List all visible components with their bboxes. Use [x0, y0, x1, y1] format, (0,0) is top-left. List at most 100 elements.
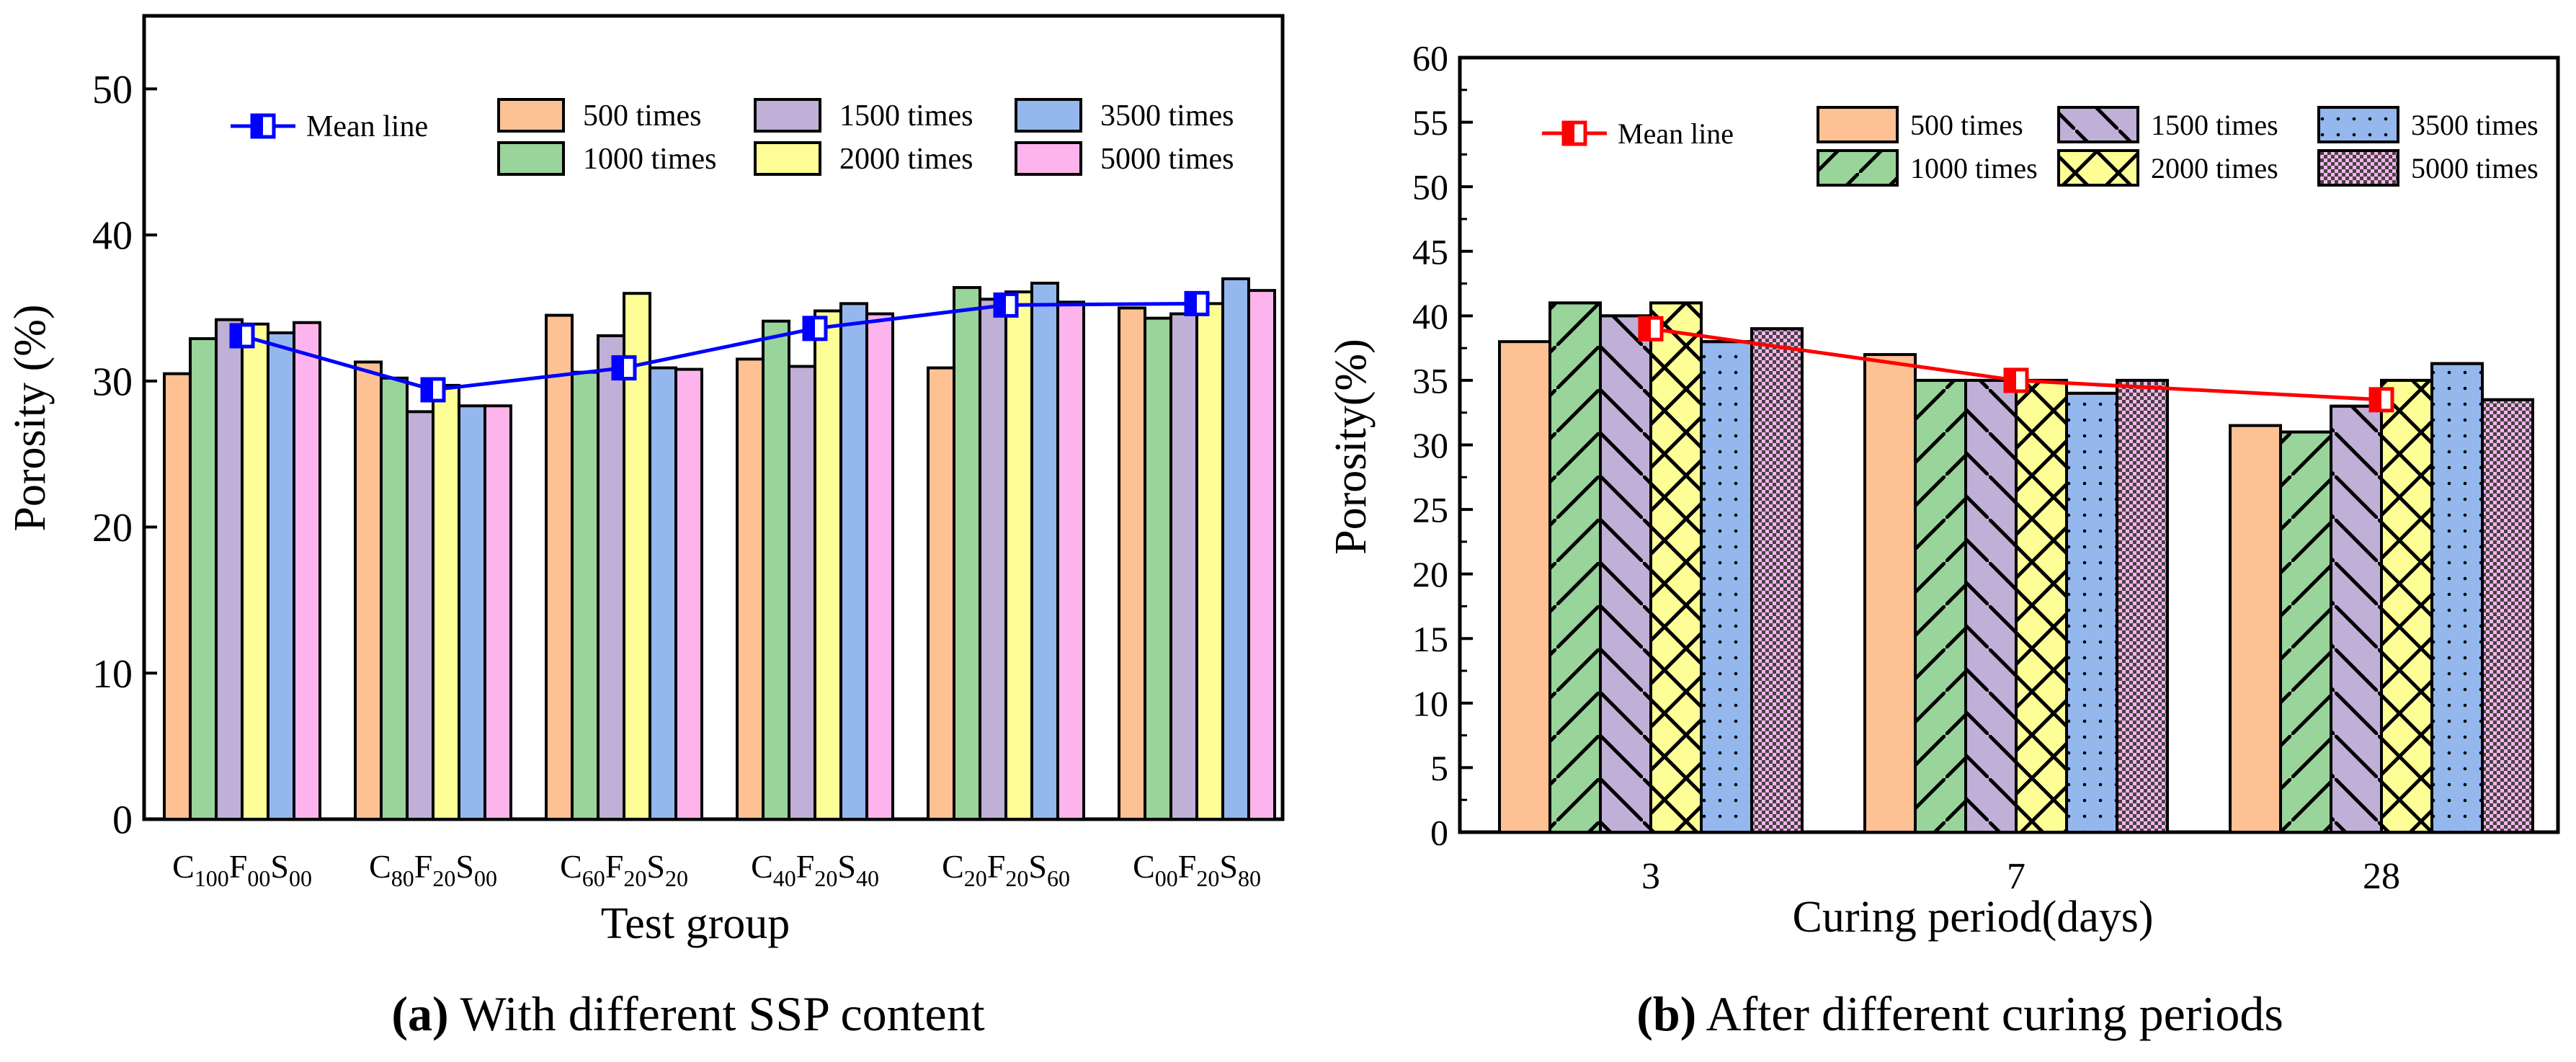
mean-line-marker-half [231, 324, 242, 347]
x-tick-label-part: 60 [1047, 865, 1070, 891]
bar-1000-times [953, 286, 981, 821]
x-tick-label-part: S [1028, 848, 1047, 885]
x-tick-label: 28 [2363, 856, 2400, 897]
legend-label: 500 times [583, 99, 702, 133]
bar-1500-times [979, 298, 1007, 821]
legend-swatch-pattern [2057, 149, 2139, 187]
y-tick-label: 5 [1430, 748, 1448, 788]
x-tick-label: C60F20S20 [560, 848, 688, 891]
caption-a: (a) With different SSP content [391, 986, 984, 1041]
y-tick-label: 25 [1412, 490, 1448, 530]
legend-swatch-pattern [1817, 149, 1899, 187]
legend-swatch-pattern [2317, 149, 2399, 187]
mean-line [1638, 316, 2394, 413]
x-tick-label-part: 00 [247, 865, 270, 891]
legend-label: 1500 times [839, 99, 973, 133]
legend-swatch-pattern [2317, 106, 2399, 143]
x-axis-label: Test group [601, 899, 790, 948]
legend-swatch-pattern [2057, 106, 2139, 143]
bar-pattern-5000-times [2481, 398, 2534, 834]
y-tick-label: 0 [112, 798, 133, 843]
y-tick-label: 40 [92, 214, 133, 259]
x-tick-label-part: S [837, 848, 856, 885]
legend-label: 1500 times [2151, 109, 2278, 141]
y-tick-label: 35 [1412, 360, 1448, 401]
mean-line-marker-half [1186, 293, 1197, 315]
legend-label: 3500 times [2411, 109, 2539, 141]
legend-swatch-500-times [1817, 106, 1899, 143]
bar-pattern-1000-times [1914, 378, 1967, 834]
bar-500-times [1498, 340, 1551, 834]
bar-500-times [736, 357, 765, 821]
bar-2000-times [432, 383, 460, 821]
x-tick-label-part: S [270, 848, 289, 885]
x-axis: C100F00S00 C80F20S00 C60F20S20 C40F20S40 C20… [172, 806, 1261, 891]
y-axis-label: Porosity(%) [1327, 339, 1376, 555]
legend-label: Mean line [306, 110, 428, 143]
bar-pattern-2000-times [2015, 378, 2068, 834]
x-tick-label: C100F00S00 [172, 848, 312, 891]
x-tick-label-part: S [646, 848, 665, 885]
y-axis: 0 10 20 30 40 50 [92, 68, 157, 843]
legend-label: 5000 times [1100, 143, 1234, 176]
x-tick-label-part: 60 [582, 865, 605, 891]
legend: Mean line 500 times 1000 times 1500 times 20… [231, 98, 1234, 176]
legend-label: 2000 times [839, 143, 973, 176]
bar-5000-times [483, 404, 512, 821]
y-tick-label: 30 [92, 360, 133, 404]
legend-swatch-1000-times [497, 141, 565, 176]
x-tick-label: 3 [1641, 856, 1660, 897]
legend-swatch-2000-times [754, 141, 821, 176]
x-tick-label-part: C [1133, 848, 1155, 885]
x-tick-label-part: 40 [856, 865, 879, 891]
x-tick-label-part: 00 [474, 865, 497, 891]
bar-2000-times [623, 292, 651, 821]
legend-swatch-3500-times [1015, 98, 1082, 133]
x-tick-label-part: 20 [964, 865, 987, 891]
bar-3500-times [649, 366, 677, 821]
legend-label: 5000 times [2411, 152, 2539, 184]
bar-pattern-2000-times [2380, 378, 2433, 834]
bar-5000-times [674, 367, 703, 821]
bar-500-times [2229, 424, 2282, 834]
bar-pattern-5000-times [2116, 378, 2169, 834]
y-tick-label: 40 [1412, 296, 1448, 336]
bar-500-times [163, 372, 192, 821]
plot-area-frame [142, 14, 1285, 821]
y-tick-label: 0 [1430, 813, 1448, 853]
bar-2000-times [241, 322, 269, 821]
x-axis-label: Curing period(days) [1792, 893, 2153, 942]
x-tick-label-part: 20 [432, 865, 455, 891]
bar-500-times [545, 313, 574, 821]
x-tick-label-part: C [369, 848, 391, 885]
mean-line-marker-half [995, 294, 1006, 316]
mean-line [229, 290, 1210, 403]
bar-pattern-3500-times [2065, 391, 2118, 834]
y-tick-label: 30 [1412, 425, 1448, 465]
legend-swatch-500-times [497, 98, 565, 133]
x-tick-label-part: 80 [391, 865, 414, 891]
bars [1498, 301, 2534, 834]
y-tick-label: 10 [92, 652, 133, 697]
x-tick-label-part: C [560, 848, 582, 885]
x-tick-label: C40F20S40 [751, 848, 879, 891]
y-tick-label: 20 [92, 506, 133, 550]
x-tick-label: C80F20S00 [369, 848, 497, 891]
bar-1000-times [380, 376, 409, 821]
y-tick-label: 55 [1412, 102, 1448, 143]
caption-b: (b) After different curing periods [1636, 986, 2283, 1041]
bar-5000-times [293, 321, 321, 821]
bar-pattern-1500-times [2330, 404, 2383, 834]
bar-pattern-5000-times [1750, 327, 1804, 834]
x-tick-label-part: S [1219, 848, 1238, 885]
x-tick-label-part: S [455, 848, 474, 885]
bar-pattern-1500-times [1964, 378, 2018, 834]
mean-line-marker-half [1640, 318, 1651, 340]
bar-pattern-1000-times [2279, 430, 2332, 834]
x-tick-label-part: C [751, 848, 773, 885]
bar-1500-times [597, 334, 625, 821]
bar-5000-times [1247, 289, 1276, 821]
x-tick-label-part: 20 [665, 865, 688, 891]
bar-1500-times [406, 410, 434, 821]
